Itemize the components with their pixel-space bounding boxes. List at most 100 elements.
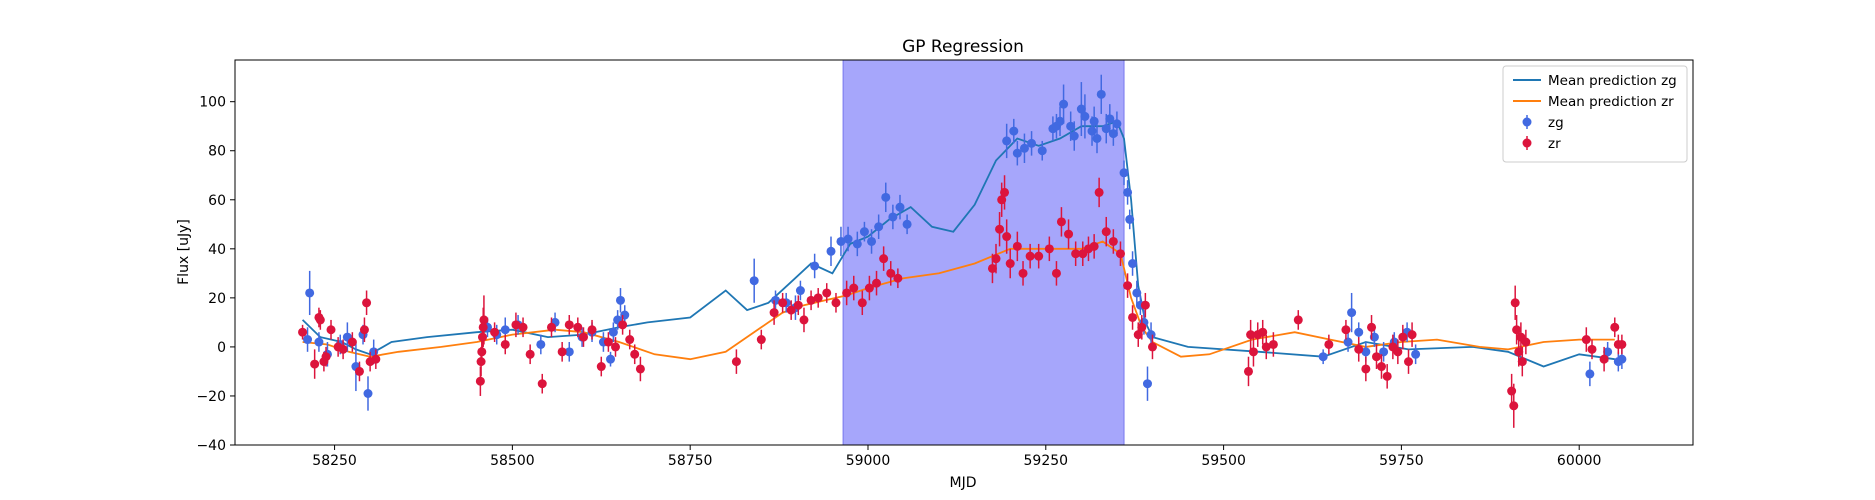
data-point [1243, 366, 1253, 376]
data-point [500, 339, 510, 349]
data-point [1507, 386, 1517, 396]
data-point [786, 305, 796, 315]
data-point [354, 366, 364, 376]
data-point [1128, 259, 1138, 269]
data-point [1002, 232, 1012, 242]
data-point [475, 376, 485, 386]
y-tick-label: 100 [199, 95, 226, 111]
y-tick-label: 0 [217, 340, 226, 356]
x-tick-label: 59250 [1024, 453, 1069, 469]
data-point [987, 263, 997, 273]
data-point [991, 254, 1001, 264]
data-point [537, 379, 547, 389]
data-point [1617, 354, 1627, 364]
series-line-mean-prediction-zg [301, 120, 1615, 368]
x-tick-label: 59500 [1201, 453, 1246, 469]
data-point [310, 359, 320, 369]
data-point [615, 295, 625, 305]
data-point [1101, 227, 1111, 237]
data-point [1354, 344, 1364, 354]
legend-marker-swatch [1522, 138, 1532, 148]
data-point [836, 236, 846, 246]
data-point [305, 288, 315, 298]
data-point [1101, 124, 1111, 134]
data-point [298, 327, 308, 337]
data-point [1119, 168, 1129, 178]
data-point [518, 322, 528, 332]
data-point [1324, 339, 1334, 349]
data-point [1146, 330, 1156, 340]
data-point [1341, 325, 1351, 335]
data-point [303, 335, 313, 345]
data-point [1393, 347, 1403, 357]
data-point [1509, 401, 1519, 411]
data-point [1361, 347, 1371, 357]
data-point [1587, 344, 1597, 354]
data-point [843, 234, 853, 244]
data-point [1140, 300, 1150, 310]
legend-marker-swatch [1522, 117, 1532, 127]
y-tick-label: 20 [208, 291, 226, 307]
y-tick-label: 40 [208, 242, 226, 258]
data-point [1092, 133, 1102, 143]
data-point [1018, 268, 1028, 278]
data-point [1142, 379, 1152, 389]
data-point [536, 339, 546, 349]
data-point [1123, 187, 1133, 197]
data-point [363, 389, 373, 399]
data-point [1094, 187, 1104, 197]
data-point [1044, 244, 1054, 254]
data-point [859, 227, 869, 237]
data-point [810, 261, 820, 271]
x-axis-label: MJD [950, 475, 977, 491]
data-point [1379, 347, 1389, 357]
data-point [1087, 126, 1097, 136]
data-point [1019, 143, 1029, 153]
data-point [1510, 298, 1520, 308]
data-point [625, 335, 635, 345]
y-tick-label: −40 [196, 438, 226, 454]
series-zr [298, 175, 1627, 428]
data-point [564, 320, 574, 330]
data-point [1009, 126, 1019, 136]
data-point [795, 286, 805, 296]
data-point [1059, 99, 1069, 109]
legend-label: zg [1548, 115, 1564, 131]
data-point [511, 320, 521, 330]
data-point [1517, 357, 1527, 367]
data-point [1617, 339, 1627, 349]
data-point [826, 246, 836, 256]
data-point [731, 357, 741, 367]
data-point [852, 239, 862, 249]
data-point [888, 212, 898, 222]
data-point [1051, 268, 1061, 278]
data-point [1293, 315, 1303, 325]
data-point [603, 337, 613, 347]
data-point [799, 315, 809, 325]
y-tick-label: −20 [196, 389, 226, 405]
data-point [1012, 148, 1022, 158]
data-point [831, 298, 841, 308]
data-point [1411, 349, 1421, 359]
x-tick-label: 60000 [1557, 453, 1602, 469]
data-point [1343, 337, 1353, 347]
data-point [778, 298, 788, 308]
data-point [630, 349, 640, 359]
data-point [1599, 354, 1609, 364]
data-point [315, 315, 325, 325]
data-point [359, 325, 369, 335]
data-point [1027, 138, 1037, 148]
data-point [867, 236, 877, 246]
data-point [881, 192, 891, 202]
legend-label: Mean prediction zg [1548, 73, 1677, 89]
data-point [596, 362, 606, 372]
data-point [620, 310, 630, 320]
data-point [842, 288, 852, 298]
data-point [895, 202, 905, 212]
data-layer [298, 74, 1627, 428]
data-point [1005, 259, 1015, 269]
data-point [1089, 241, 1099, 251]
data-point [371, 354, 381, 364]
data-point [1096, 89, 1106, 99]
